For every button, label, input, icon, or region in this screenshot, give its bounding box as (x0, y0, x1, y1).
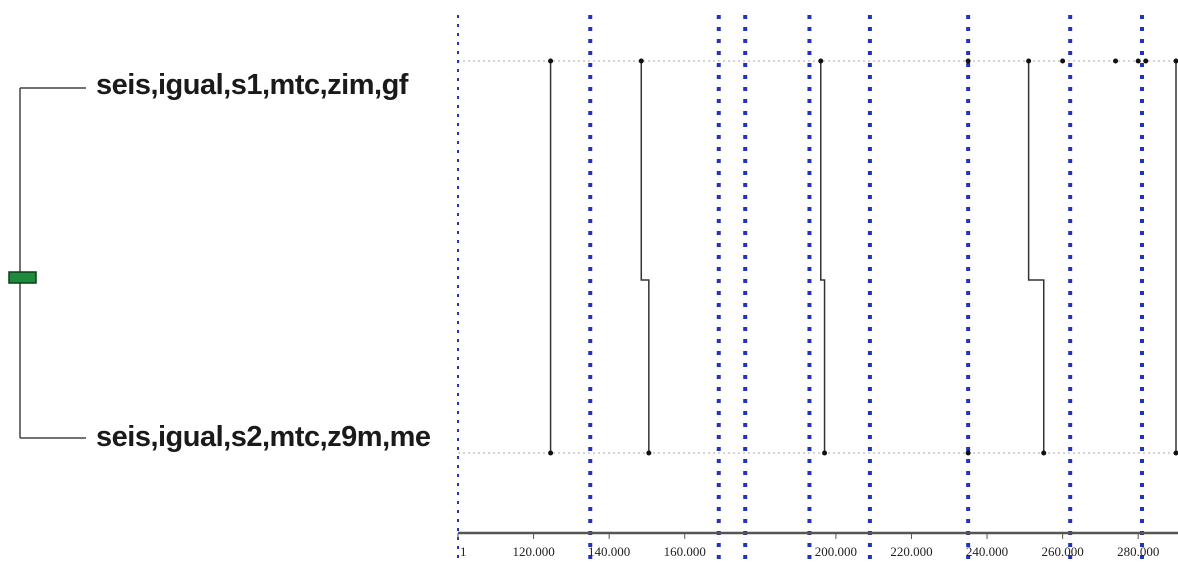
x-tick-label: 160.000 (664, 544, 706, 559)
connection-line (820, 61, 826, 453)
connection-point-top (1173, 58, 1178, 64)
x-tick-label: 120.000 (512, 544, 554, 559)
connection-point-bottom (1173, 450, 1178, 456)
x-tick-label: 280.000 (1117, 544, 1159, 559)
top-mark (1060, 58, 1066, 64)
bottom-mark (965, 450, 971, 456)
top-mark (1143, 58, 1149, 64)
x-tick-label: 200.000 (815, 544, 857, 559)
x-tick-label: 220.000 (890, 544, 932, 559)
connection-point-top (818, 58, 824, 64)
connection-point-bottom (646, 450, 652, 456)
leaf-label-top: seis,igual,s1,mtc,zim,gf (96, 69, 408, 101)
x-axis-ticks: 1 120.000 140.000 160.000 200.000 220.000 240.… (457, 533, 1159, 559)
dendrogram (8, 87, 86, 439)
connection-point-top (638, 58, 644, 64)
top-mark (1113, 58, 1119, 64)
alignment-plot: 1 120.000 140.000 160.000 200.000 220.000 240.… (457, 15, 1178, 560)
x-tick-label: 140.000 (588, 544, 630, 559)
connection-point-top (1026, 58, 1032, 64)
connection-point-bottom (822, 450, 828, 456)
connection-line (1027, 61, 1045, 453)
x-tick-label: 260.000 (1042, 544, 1084, 559)
top-mark (965, 58, 971, 64)
connection-lines (548, 58, 1178, 456)
connection-point-top (548, 58, 554, 64)
connection-line (640, 61, 650, 453)
leaf-label-bottom: seis,igual,s2,mtc,z9m,me (96, 421, 431, 453)
blue-dotted-lines (457, 15, 1144, 560)
x-tick-label: 1 (460, 544, 467, 559)
top-mark (1135, 58, 1141, 64)
connection-point-bottom (548, 450, 554, 456)
tree-node[interactable] (8, 271, 37, 284)
x-tick-label: 240.000 (966, 544, 1008, 559)
connection-point-bottom (1041, 450, 1047, 456)
